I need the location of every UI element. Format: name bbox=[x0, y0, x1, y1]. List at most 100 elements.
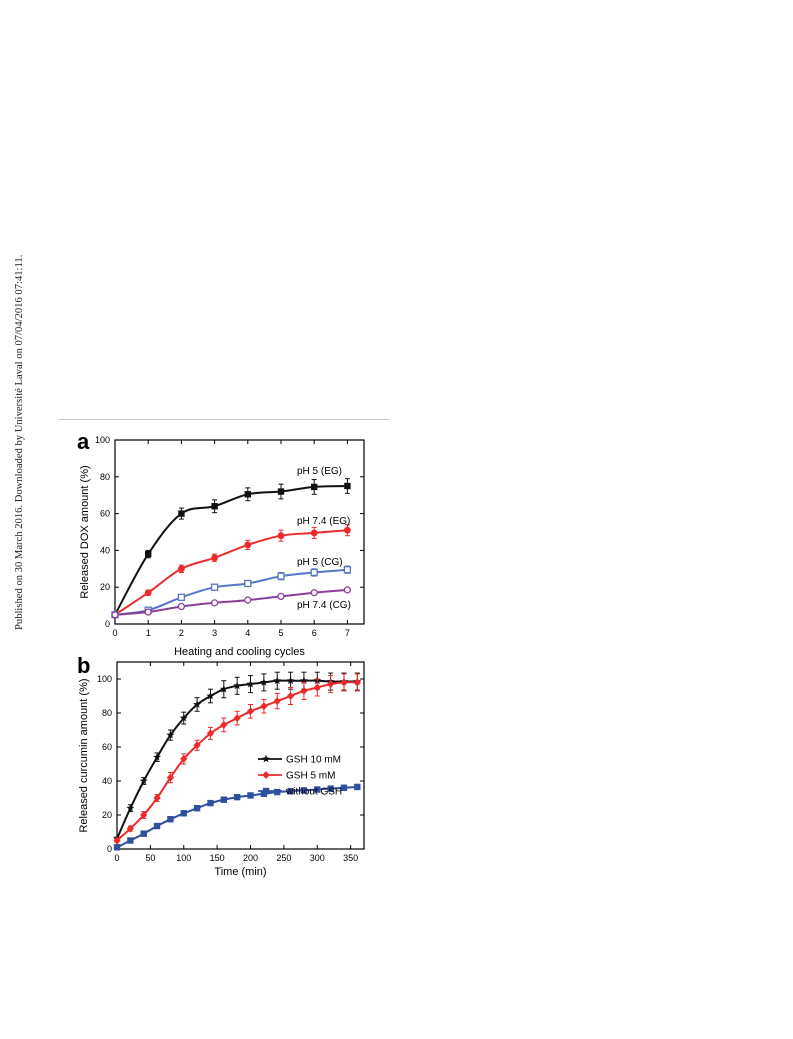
data-point bbox=[127, 837, 134, 844]
series-gsh-5-mm bbox=[113, 673, 361, 845]
x-tick-label: 0 bbox=[112, 628, 117, 638]
data-point bbox=[177, 593, 186, 601]
data-point bbox=[340, 678, 348, 687]
data-point bbox=[177, 602, 186, 611]
data-point bbox=[167, 816, 174, 823]
data-point bbox=[126, 824, 134, 833]
data-point bbox=[178, 565, 185, 573]
series-ph-5-eg bbox=[111, 478, 351, 618]
data-point bbox=[145, 550, 152, 558]
data-point bbox=[277, 592, 285, 601]
x-tick-label: 7 bbox=[345, 628, 350, 638]
legend-entry-gsh-5-mm: GSH 5 mM bbox=[258, 771, 335, 782]
data-point bbox=[113, 836, 121, 845]
data-point bbox=[126, 804, 135, 812]
data-point bbox=[299, 676, 308, 685]
y-tick-label: 80 bbox=[100, 472, 110, 482]
x-tick-label: 6 bbox=[312, 628, 317, 638]
data-point bbox=[327, 785, 334, 792]
data-point bbox=[244, 541, 252, 549]
data-point bbox=[314, 786, 321, 793]
data-point bbox=[179, 713, 188, 722]
y-tick-label: 20 bbox=[102, 810, 112, 820]
legend-label: without GSH bbox=[285, 787, 342, 798]
data-point bbox=[344, 482, 351, 490]
data-point bbox=[193, 700, 202, 708]
x-axis-title: Heating and cooling cycles bbox=[174, 646, 305, 658]
data-point bbox=[206, 729, 215, 738]
plot-frame bbox=[116, 661, 365, 850]
data-point bbox=[273, 697, 281, 706]
data-point bbox=[113, 844, 121, 851]
data-point bbox=[311, 483, 318, 491]
x-tick-label: 100 bbox=[176, 853, 191, 863]
data-point bbox=[153, 822, 161, 830]
data-point bbox=[211, 503, 218, 510]
x-axis-title: Time (min) bbox=[214, 866, 266, 878]
x-tick-label: 5 bbox=[278, 628, 283, 638]
section-divider bbox=[58, 419, 390, 420]
x-tick-label: 50 bbox=[145, 853, 155, 863]
data-point bbox=[300, 787, 308, 794]
plot-frame bbox=[114, 439, 365, 625]
data-point bbox=[210, 599, 219, 607]
x-tick-label: 2 bbox=[179, 628, 184, 638]
data-point bbox=[244, 579, 252, 588]
x-tick-label: 1 bbox=[146, 628, 151, 638]
data-point bbox=[277, 572, 285, 580]
data-point bbox=[206, 691, 215, 700]
panel-label-a: a bbox=[77, 429, 90, 454]
chart-b: 0 50 100 150 200 250 300 350 0 20 40 60 80 100 Time (m… bbox=[78, 661, 365, 878]
series-label-ph-7-4-cg: pH 7.4 (CG) bbox=[297, 600, 351, 611]
x-tick-label: 200 bbox=[243, 853, 258, 863]
y-tick-label: 40 bbox=[102, 776, 112, 786]
series-label-ph-7-4-eg: pH 7.4 (EG) bbox=[297, 516, 350, 527]
data-point bbox=[354, 783, 361, 791]
data-point bbox=[211, 554, 219, 562]
data-point bbox=[180, 810, 187, 817]
data-point bbox=[343, 566, 352, 574]
chart-a: 0 1 2 3 4 5 6 7 0 20 40 60 80 100 Heating and cooling … bbox=[79, 435, 365, 658]
data-point bbox=[233, 681, 242, 690]
data-point bbox=[207, 799, 214, 807]
data-point bbox=[193, 741, 201, 750]
y-axis-title: Released DOX amount (%) bbox=[79, 465, 91, 598]
y-tick-label: 60 bbox=[102, 742, 112, 752]
data-point bbox=[340, 784, 348, 791]
legend-swatch-marker bbox=[262, 771, 270, 779]
data-point bbox=[153, 753, 161, 761]
data-point bbox=[260, 702, 268, 711]
x-tick-label: 0 bbox=[114, 853, 119, 863]
y-tick-label: 40 bbox=[100, 545, 110, 555]
x-tick-label: 350 bbox=[343, 853, 358, 863]
data-point bbox=[193, 805, 201, 812]
y-tick-label: 100 bbox=[97, 674, 112, 684]
data-point bbox=[210, 583, 219, 591]
data-point bbox=[233, 714, 241, 723]
y-tick-label: 0 bbox=[107, 844, 112, 854]
data-point bbox=[343, 586, 352, 594]
data-point bbox=[327, 680, 335, 689]
data-point bbox=[286, 676, 295, 685]
data-point bbox=[259, 678, 268, 686]
data-point bbox=[286, 692, 295, 700]
data-point bbox=[140, 830, 147, 837]
data-point bbox=[246, 707, 255, 716]
data-point bbox=[220, 796, 228, 803]
data-point bbox=[178, 510, 185, 517]
data-point bbox=[277, 488, 285, 495]
data-point bbox=[153, 794, 161, 802]
data-point bbox=[111, 611, 119, 619]
data-point bbox=[244, 596, 252, 604]
data-point bbox=[353, 678, 361, 687]
data-point bbox=[274, 788, 281, 796]
data-point bbox=[233, 793, 241, 801]
y-tick-label: 100 bbox=[95, 435, 110, 445]
data-point bbox=[166, 773, 175, 782]
data-point bbox=[219, 685, 228, 693]
legend-swatch-marker bbox=[262, 754, 270, 763]
data-point bbox=[144, 608, 152, 616]
legend-label: GSH 10 mM bbox=[286, 755, 341, 766]
x-tick-label: 250 bbox=[276, 853, 291, 863]
